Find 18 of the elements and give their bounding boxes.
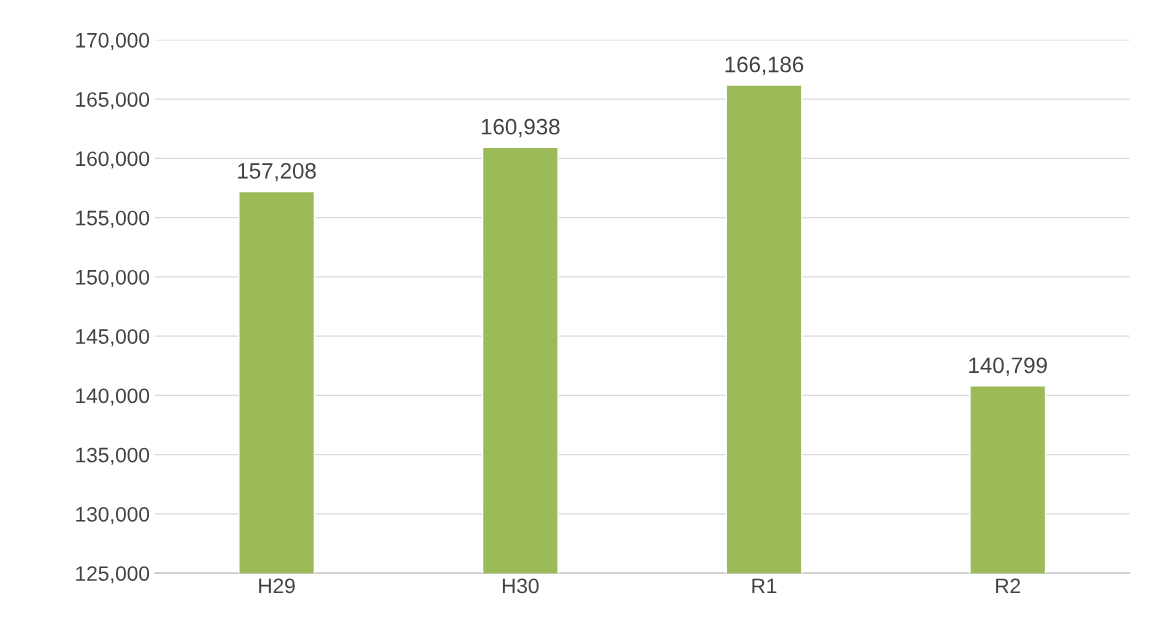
y-tick-label: 170,000: [76, 32, 150, 51]
y-tick-label: 145,000: [76, 329, 150, 347]
data-label: 157,208: [238, 163, 316, 182]
data-label: 140,799: [969, 357, 1047, 376]
x-tick-label: H30: [502, 578, 539, 594]
x-tick-label: R1: [752, 578, 777, 594]
data-label: 160,938: [481, 118, 560, 138]
y-tick-label: 125,000: [76, 566, 150, 584]
y-tick-label: 165,000: [76, 92, 150, 110]
y-tick-label: 140,000: [76, 388, 150, 406]
y-tick-label: 150,000: [76, 269, 150, 288]
x-tick-label: H29: [259, 578, 295, 594]
y-tick-label: 160,000: [76, 151, 150, 169]
data-label: 166,186: [725, 56, 804, 75]
y-tick-label: 135,000: [76, 447, 150, 465]
y-tick-label: 155,000: [76, 210, 150, 228]
y-tick-label: 130,000: [76, 506, 150, 525]
x-tick-label: R2: [996, 578, 1021, 594]
